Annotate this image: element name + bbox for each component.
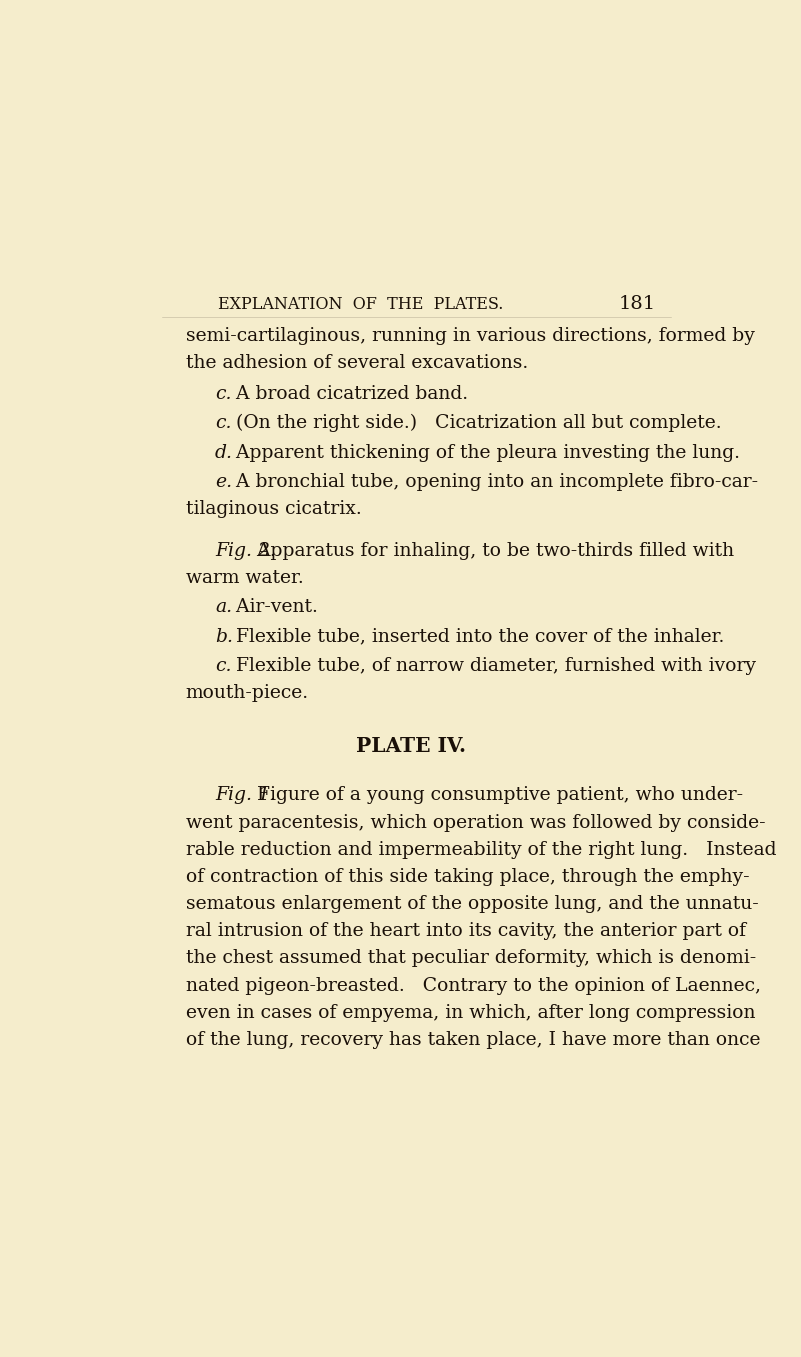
Text: A bronchial tube, opening into an incomplete fibro-car-: A bronchial tube, opening into an incomp…	[223, 474, 758, 491]
Text: (On the right side.)   Cicatrization all but complete.: (On the right side.) Cicatrization all b…	[223, 414, 721, 433]
Text: e.: e.	[215, 474, 232, 491]
Text: tilaginous cicatrix.: tilaginous cicatrix.	[186, 501, 361, 518]
Text: mouth-piece.: mouth-piece.	[186, 684, 309, 702]
Text: went paracentesis, which operation was followed by conside-: went paracentesis, which operation was f…	[186, 814, 766, 832]
Text: PLATE IV.: PLATE IV.	[356, 737, 465, 756]
Text: semi-cartilaginous, running in various directions, formed by: semi-cartilaginous, running in various d…	[186, 327, 755, 345]
Text: 181: 181	[618, 296, 656, 313]
Text: the adhesion of several excavations.: the adhesion of several excavations.	[186, 354, 528, 372]
Text: b.: b.	[215, 627, 233, 646]
Text: Figure of a young consumptive patient, who under-: Figure of a young consumptive patient, w…	[245, 787, 743, 805]
Text: a.: a.	[215, 598, 232, 616]
Text: Air-vent.: Air-vent.	[223, 598, 317, 616]
Text: rable reduction and impermeability of the right lung.   Instead: rable reduction and impermeability of th…	[186, 841, 776, 859]
Text: of the lung, recovery has taken place, I have more than once: of the lung, recovery has taken place, I…	[186, 1031, 760, 1049]
Text: Fig. 2.: Fig. 2.	[215, 541, 276, 560]
Text: warm water.: warm water.	[186, 569, 304, 588]
Text: Flexible tube, inserted into the cover of the inhaler.: Flexible tube, inserted into the cover o…	[223, 627, 724, 646]
Text: c.: c.	[215, 385, 231, 403]
Text: Apparatus for inhaling, to be two-thirds filled with: Apparatus for inhaling, to be two-thirds…	[245, 541, 735, 560]
Text: of contraction of this side taking place, through the emphy-: of contraction of this side taking place…	[186, 868, 750, 886]
Text: Apparent thickening of the pleura investing the lung.: Apparent thickening of the pleura invest…	[223, 444, 739, 461]
Text: Fig. 1.: Fig. 1.	[215, 787, 276, 805]
Text: d.: d.	[215, 444, 233, 461]
Text: EXPLANATION  OF  THE  PLATES.: EXPLANATION OF THE PLATES.	[218, 296, 504, 313]
Text: the chest assumed that peculiar deformity, which is denomi-: the chest assumed that peculiar deformit…	[186, 950, 756, 968]
Text: Flexible tube, of narrow diameter, furnished with ivory: Flexible tube, of narrow diameter, furni…	[223, 657, 755, 674]
Text: ral intrusion of the heart into its cavity, the anterior part of: ral intrusion of the heart into its cavi…	[186, 923, 746, 940]
Text: c.: c.	[215, 657, 231, 674]
Text: sematous enlargement of the opposite lung, and the unnatu-: sematous enlargement of the opposite lun…	[186, 896, 759, 913]
Text: c.: c.	[215, 414, 231, 433]
Text: even in cases of empyema, in which, after long compression: even in cases of empyema, in which, afte…	[186, 1004, 755, 1022]
Text: A broad cicatrized band.: A broad cicatrized band.	[223, 385, 468, 403]
Text: nated pigeon-breasted.   Contrary to the opinion of Laennec,: nated pigeon-breasted. Contrary to the o…	[186, 977, 761, 995]
